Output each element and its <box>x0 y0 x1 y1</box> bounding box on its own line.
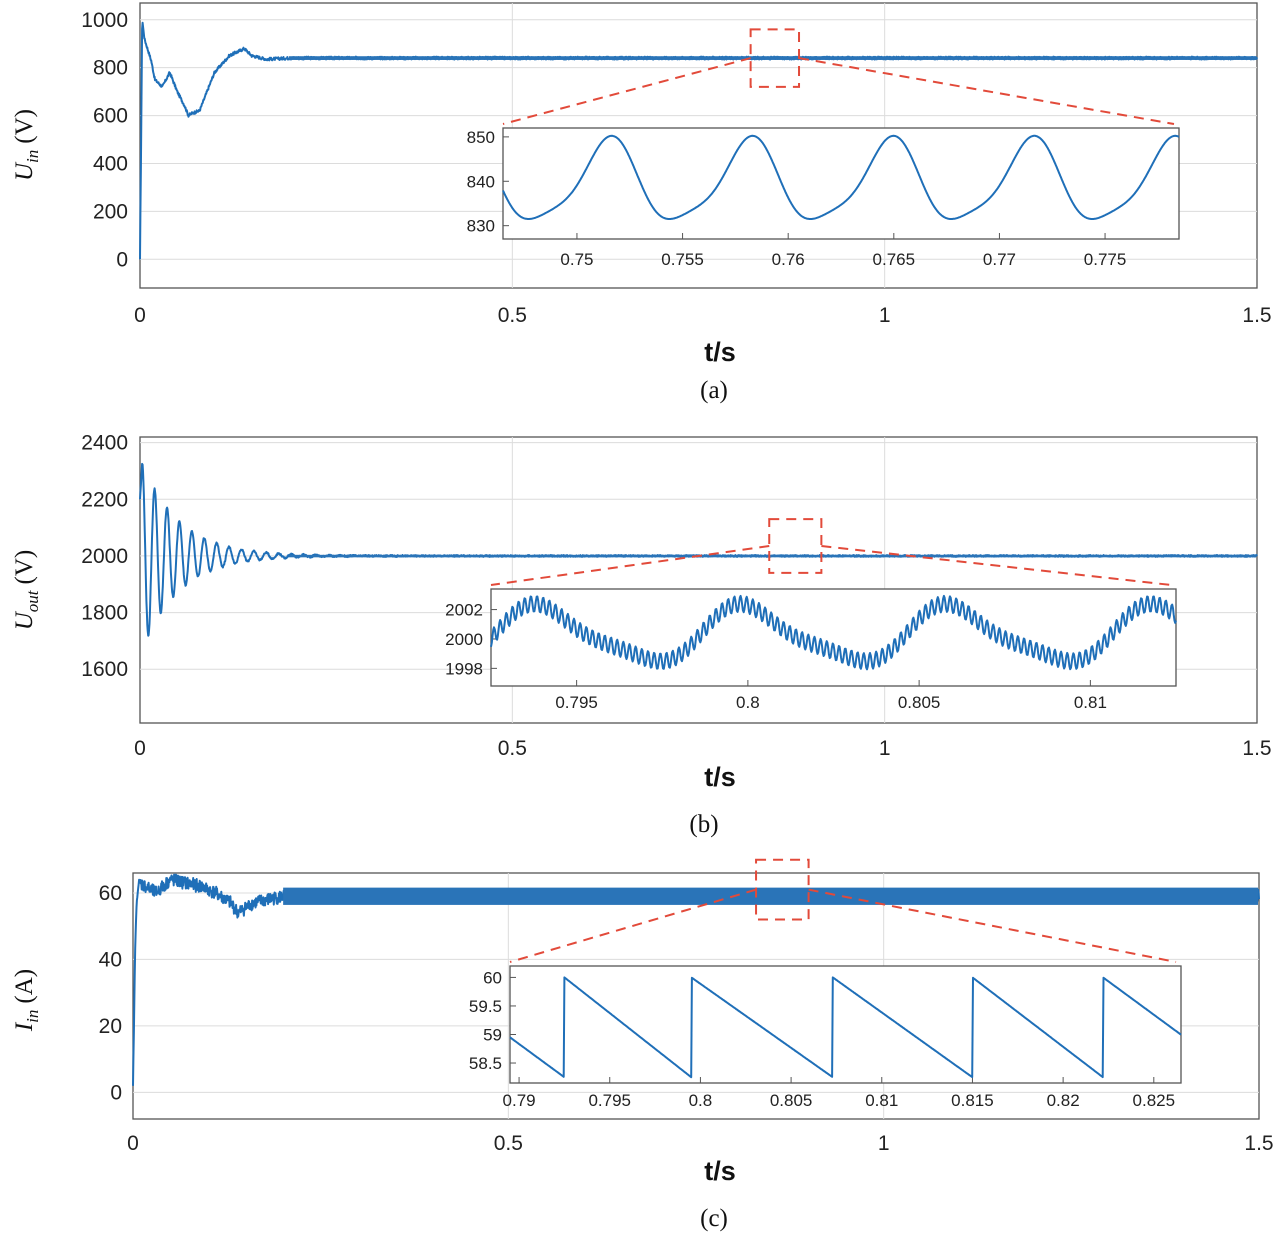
panel-b-inset-x-tick-label: 0.8 <box>736 693 760 712</box>
panel-b-x-tick-label: 0.5 <box>498 737 527 760</box>
panel-c-y-tick-label: 40 <box>99 948 122 971</box>
panel-a-y-tick-label: 600 <box>93 105 128 128</box>
panel-b-zoom-connector-right <box>821 545 1172 586</box>
panel-a-inset-y-tick-label: 840 <box>467 172 495 191</box>
panel-b-caption: (b) <box>689 811 718 838</box>
panel-a-inset-frame <box>502 127 1180 240</box>
panel-a-zoom-box <box>749 28 801 88</box>
panel-a-inset-y-tick-label: 850 <box>467 128 495 147</box>
panel-c-caption: (c) <box>700 1205 728 1232</box>
panel-c-inset-y-tick-label: 60 <box>483 968 502 987</box>
panel-c-y-tick-label: 0 <box>110 1081 122 1104</box>
panel-c-inset-x-tick-label: 0.81 <box>865 1091 898 1110</box>
panel-a-y-tick-label: 200 <box>93 200 128 223</box>
panel-c-x-tick-label: 0 <box>127 1132 139 1155</box>
svg-text:Iin(A): Iin (A) <box>11 969 42 1032</box>
panel-c-inset-x-tick-label: 0.79 <box>503 1091 536 1110</box>
panel-a-inset-x-tick-label: 0.76 <box>772 250 805 269</box>
panel-a-x-axis-label: t/s <box>704 337 736 367</box>
panel-b-inset-y-tick-label: 1998 <box>445 659 483 678</box>
panel-c-inset-x-tick-label: 0.825 <box>1133 1091 1176 1110</box>
panel-b-inset-x-tick-label: 0.81 <box>1074 693 1107 712</box>
panel-b-zoom-box <box>768 518 823 574</box>
panel-b-inset-x-tick-label: 0.805 <box>898 693 941 712</box>
svg-text:Uin(V): Uin (V) <box>11 109 42 181</box>
panel-c-x-tick-label: 0.5 <box>494 1132 523 1155</box>
panel-a-x-tick-label: 0 <box>134 304 146 327</box>
panel-b-x-tick-label: 1 <box>879 737 891 760</box>
panel-c-x-tick-label: 1 <box>878 1132 890 1155</box>
panel-a-y-axis-label: Uin (V) <box>11 109 42 181</box>
panel-c-zoom-connector-left <box>509 888 757 963</box>
panel-a-ylabel-symbol: U <box>11 161 38 181</box>
panel-b-inset-x-tick-label: 0.795 <box>555 693 598 712</box>
panel-c-y-tick-label: 60 <box>99 882 122 905</box>
panel-c-inset-frame <box>509 965 1182 1084</box>
panel-c-inset-y-tick-label: 58.5 <box>469 1054 502 1073</box>
panel-b-y-tick-label: 2200 <box>81 488 128 511</box>
panel-a-y-tick-label: 400 <box>93 152 128 175</box>
panel-b-output-voltage: 1600 1800 2000 2200 2400 0 0.5 1 1.5 1998 2000 20… <box>11 432 1272 838</box>
panel-b-y-tick-label: 2400 <box>81 432 128 455</box>
panel-c-zoom-connector-right <box>808 888 1177 963</box>
panel-b-inset-trace <box>490 594 1177 671</box>
panel-b-steady-band <box>288 554 1256 558</box>
panel-c-inset-y-tick-label: 59.5 <box>469 997 502 1016</box>
panel-c-steady-band <box>283 887 1259 905</box>
panel-a-inset-y-tick-label: 830 <box>467 217 495 236</box>
panel-c-inset-x-tick-label: 0.8 <box>689 1091 713 1110</box>
svg-text:Uout(V): Uout (V) <box>11 550 42 631</box>
panel-c-inset-x-tick-label: 0.815 <box>951 1091 994 1110</box>
panel-b-y-tick-label: 2000 <box>81 545 128 568</box>
panel-a-y-tick-label: 0 <box>116 248 128 271</box>
panel-a-caption: (a) <box>700 377 728 404</box>
panel-a-ylabel-unit: (V) <box>11 109 38 144</box>
panel-a-x-tick-label: 0.5 <box>498 304 527 327</box>
panel-a-ylabel-subscript: in <box>23 150 42 163</box>
panel-b-inset-y-tick-label: 2000 <box>445 630 483 649</box>
panel-c-ylabel-unit: (A) <box>11 969 38 1004</box>
panel-c-y-axis-label: Iin (A) <box>11 969 42 1032</box>
panel-c-inset-x-tick-label: 0.805 <box>770 1091 813 1110</box>
panel-b-ylabel-unit: (V) <box>11 550 38 585</box>
panel-b-y-axis-label: Uout (V) <box>11 550 42 631</box>
panel-c-inset-x-tick-label: 0.795 <box>588 1091 631 1110</box>
panel-b-ylabel-subscript: out <box>23 589 42 612</box>
panel-b-zoom-connector-left <box>490 545 770 586</box>
panel-b-y-tick-label: 1600 <box>81 658 128 681</box>
panel-c-inset-trace <box>509 976 1182 1079</box>
panel-b-x-tick-label: 1.5 <box>1242 737 1271 760</box>
panel-a-inset-x-tick-label: 0.775 <box>1084 250 1127 269</box>
panel-a-y-tick-label: 1000 <box>81 9 128 32</box>
panel-b-x-axis-label: t/s <box>704 762 736 792</box>
panel-c-input-current: 0 20 40 60 0 0.5 1 1.5 58.5 59 59.5 60 0.79 0.795 0… <box>11 858 1274 1232</box>
panel-c-inset-y-tick-label: 59 <box>483 1025 502 1044</box>
panel-b-x-tick-label: 0 <box>134 737 146 760</box>
panel-b-inset-y-tick-label: 2002 <box>445 601 483 620</box>
panel-a-zoom-connector-right <box>798 57 1175 125</box>
panel-b-ylabel-symbol: U <box>11 610 38 630</box>
panel-c-inset-x-tick-label: 0.82 <box>1047 1091 1080 1110</box>
panel-a-y-tick-label: 800 <box>93 57 128 80</box>
panel-b-y-tick-label: 1800 <box>81 602 128 625</box>
panel-a-inset-x-tick-label: 0.765 <box>873 250 916 269</box>
panel-a-inset-x-tick-label: 0.75 <box>560 250 593 269</box>
panel-c-x-tick-label: 1.5 <box>1244 1132 1273 1155</box>
panel-a-inset-x-tick-label: 0.755 <box>661 250 704 269</box>
panel-c-y-tick-label: 20 <box>99 1015 122 1038</box>
panel-a-steady-band <box>288 56 1256 60</box>
panel-c-ylabel-subscript: in <box>23 1010 42 1023</box>
panel-c-x-axis-label: t/s <box>704 1156 736 1186</box>
panel-a-x-tick-label: 1.5 <box>1242 304 1271 327</box>
panel-a-zoom-connector-left <box>502 57 751 125</box>
panel-a-inset-x-tick-label: 0.77 <box>983 250 1016 269</box>
panel-a-input-voltage: 0 200 400 600 800 1000 0 0.5 1 1.5 830 840 850 0.7… <box>11 2 1272 404</box>
panel-a-x-tick-label: 1 <box>879 304 891 327</box>
panel-c-ylabel-symbol: I <box>11 1021 38 1032</box>
panel-a-inset-trace <box>502 134 1180 220</box>
